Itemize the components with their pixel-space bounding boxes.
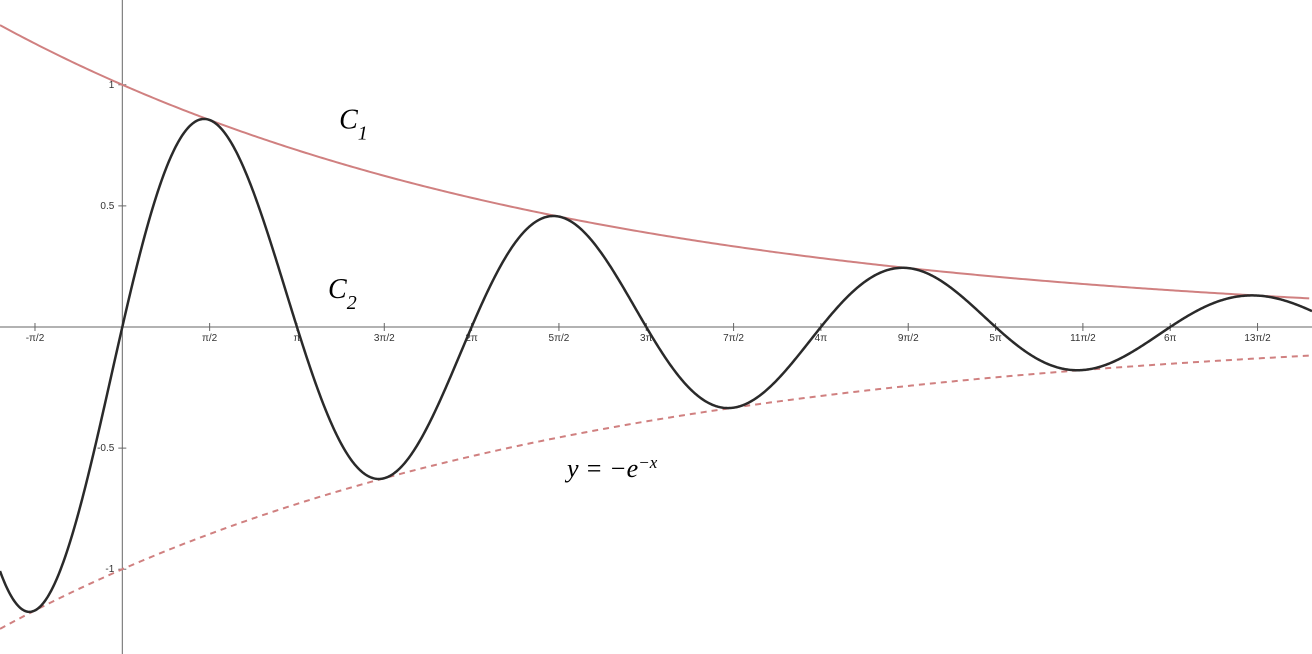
y-tick-label: -0.5 <box>97 443 115 454</box>
x-tick-label: 3π/2 <box>374 333 395 344</box>
x-tick-label: 5π <box>989 333 1002 344</box>
damped-sine-curve <box>0 119 1312 612</box>
chart-canvas: -π/2π/2π3π/22π5π/23π7π/24π9π/25π11π/26π1… <box>0 0 1312 654</box>
x-tick-label: 4π <box>815 333 828 344</box>
y-tick-label: 0.5 <box>100 201 114 212</box>
x-tick-label: -π/2 <box>26 333 45 344</box>
lower-envelope-curve <box>0 356 1309 629</box>
x-tick-label: π/2 <box>202 333 218 344</box>
label-lower-envelope: y = −e−x <box>564 453 658 484</box>
label-c2: C2 <box>328 274 357 314</box>
x-tick-label: 7π/2 <box>723 333 744 344</box>
x-tick-label: 5π/2 <box>549 333 570 344</box>
x-tick-label: 6π <box>1164 333 1177 344</box>
x-tick-label: 11π/2 <box>1070 333 1096 344</box>
upper-envelope-curve <box>0 25 1309 298</box>
x-tick-label: 13π/2 <box>1244 333 1271 344</box>
label-c1: C1 <box>339 104 368 144</box>
x-tick-label: 9π/2 <box>898 333 919 344</box>
